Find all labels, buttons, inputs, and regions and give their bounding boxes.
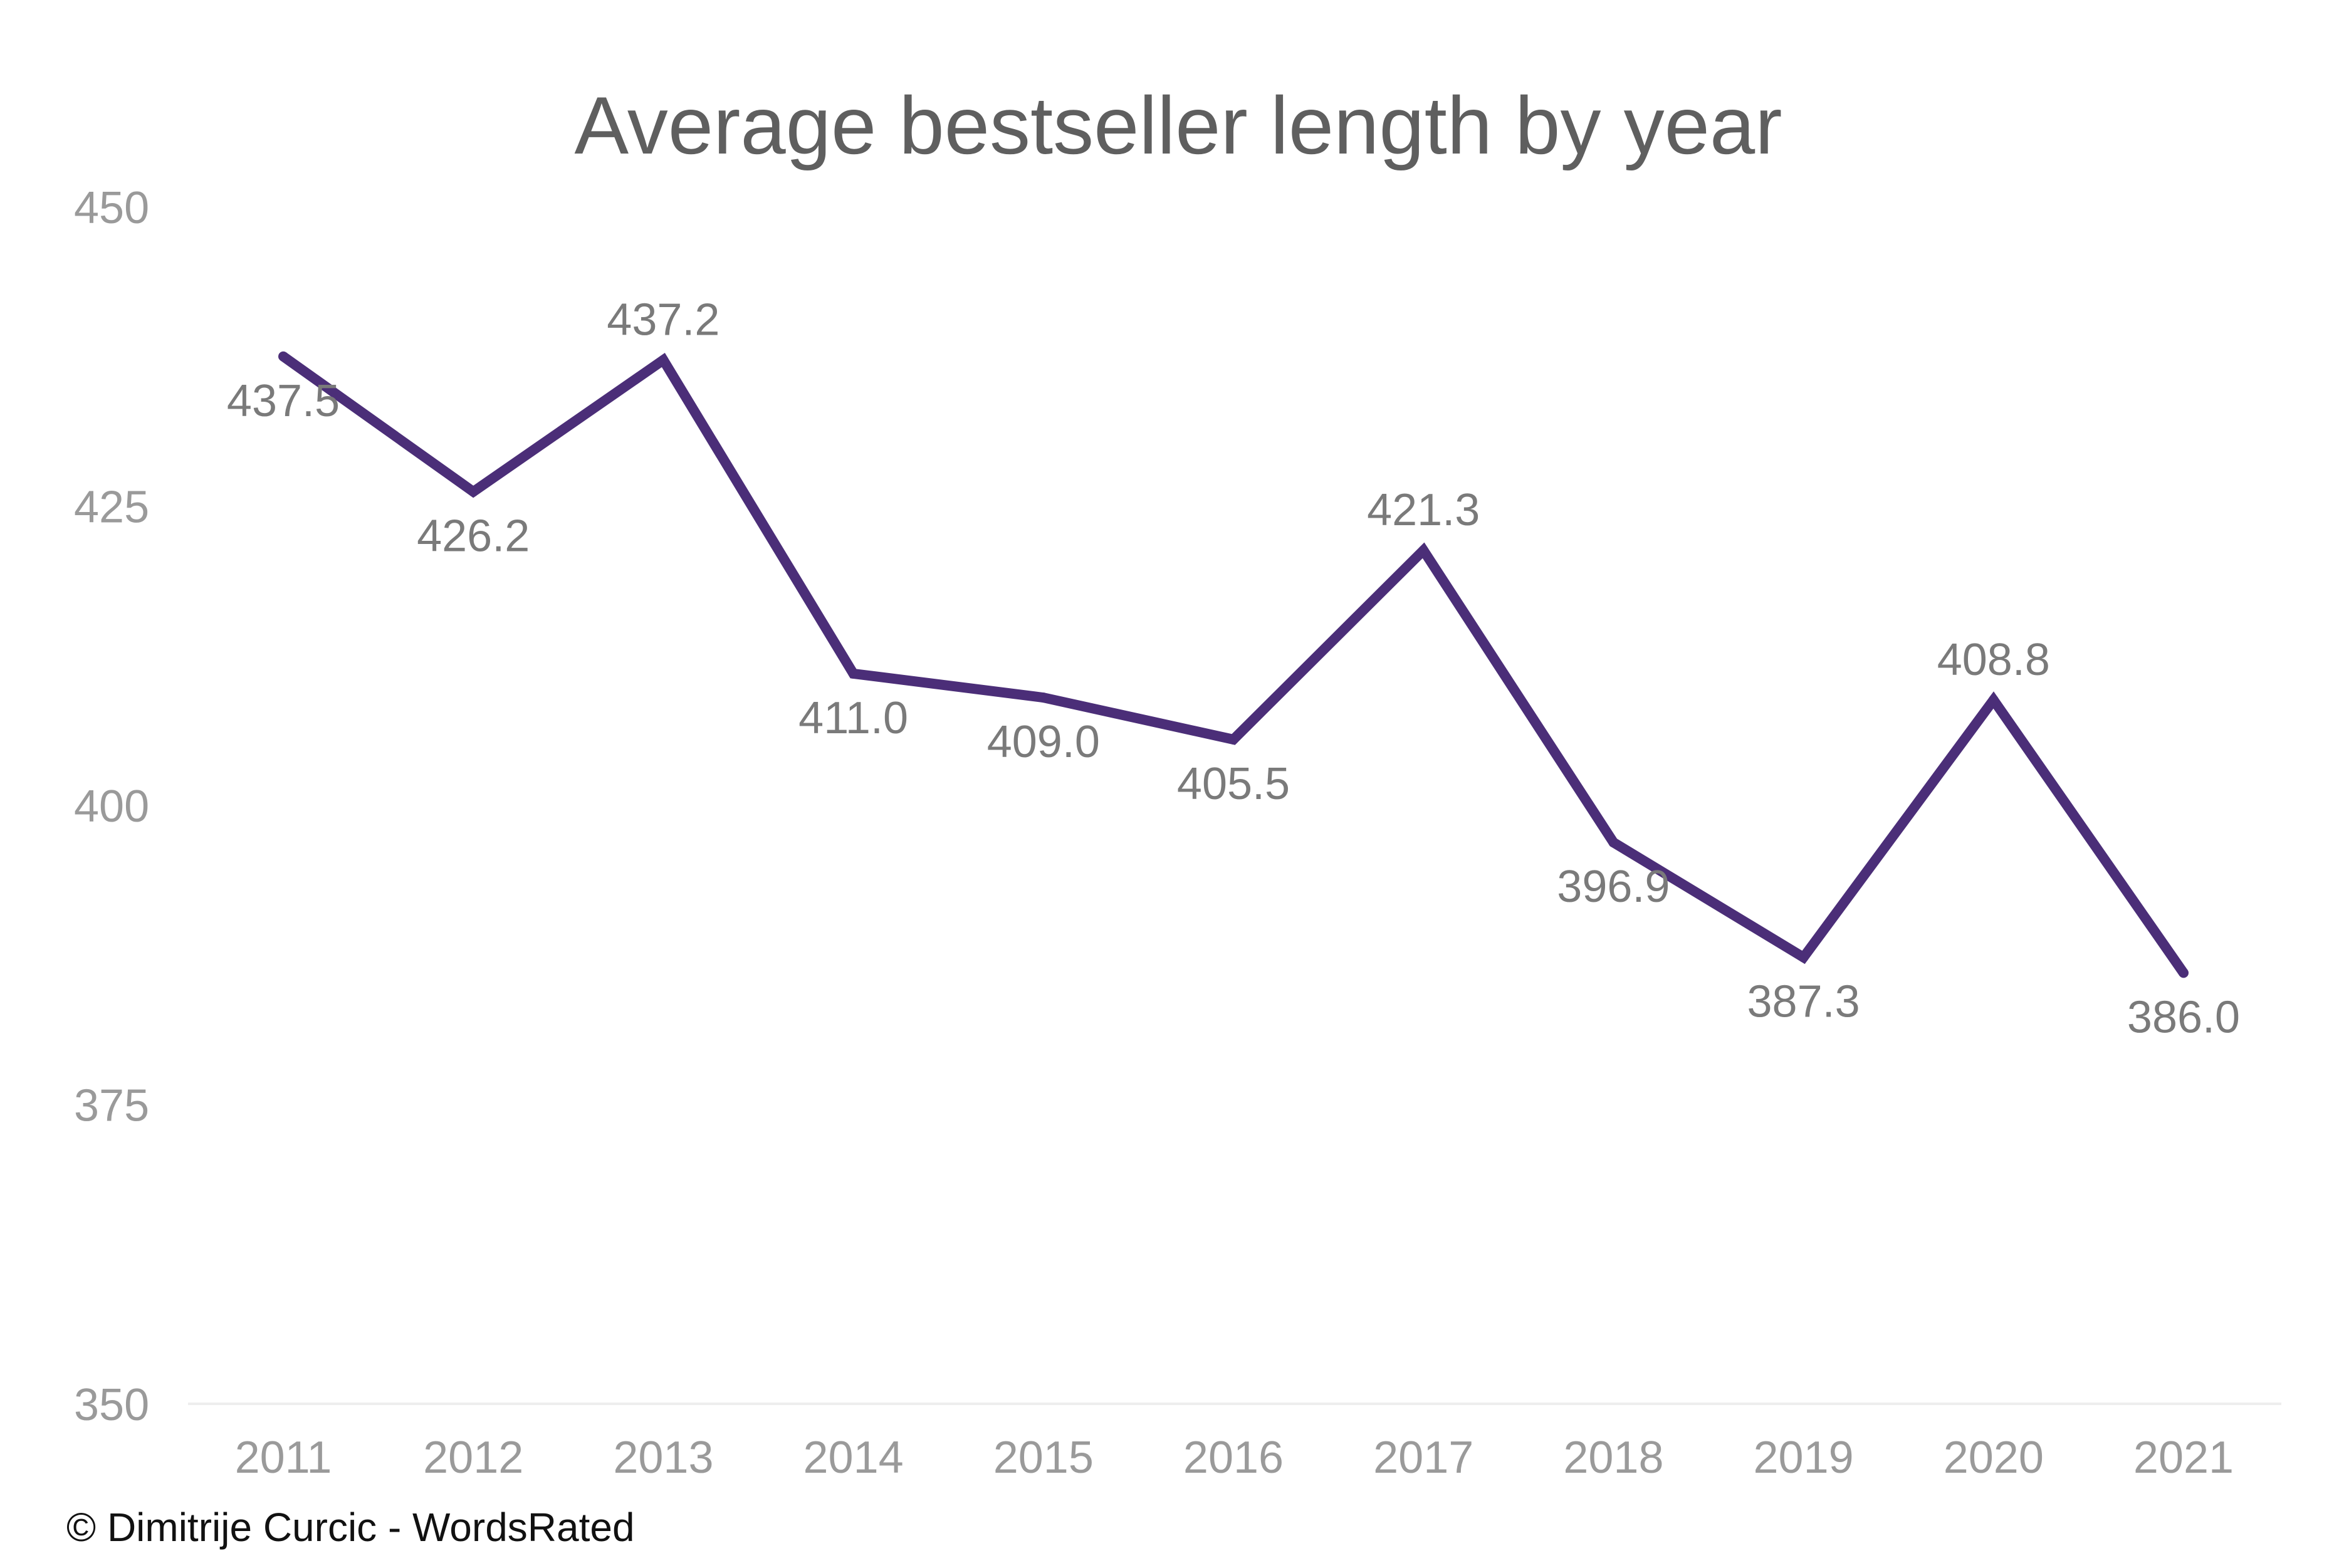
x-tick-label: 2020 (1944, 1433, 2044, 1483)
x-tick-label: 2015 (993, 1433, 1094, 1483)
chart-title: Average bestseller length by year (574, 80, 1782, 171)
data-point (1418, 545, 1429, 556)
y-tick-label: 450 (74, 183, 149, 233)
data-label: 437.5 (227, 376, 340, 426)
data-label: 386.0 (2127, 992, 2240, 1042)
y-tick-label: 375 (74, 1081, 149, 1131)
data-point (658, 355, 669, 365)
series-layer (278, 351, 2189, 978)
data-label: 387.3 (1747, 977, 1860, 1027)
data-label: 396.9 (1557, 862, 1670, 912)
data-point (278, 351, 288, 362)
data-label: 405.5 (1177, 759, 1290, 809)
data-point (1038, 693, 1049, 703)
y-axis: 350 375 400 425 450 (74, 183, 149, 1430)
data-label: 408.8 (1937, 635, 2050, 685)
data-label-layer: 437.5 426.2 437.2 411.0 409.0 405.5 421.3 396.9… (227, 295, 2240, 1042)
data-label: 409.0 (987, 717, 1100, 767)
series-line (280, 352, 2188, 976)
y-tick-label: 425 (74, 483, 149, 533)
data-label: 437.2 (607, 295, 719, 345)
x-tick-label: 2018 (1563, 1433, 1663, 1483)
x-tick-label: 2019 (1754, 1433, 1854, 1483)
x-tick-label: 2014 (803, 1433, 904, 1483)
x-tick-label: 2016 (1183, 1433, 1284, 1483)
y-tick-label: 400 (74, 781, 149, 832)
data-point (1798, 952, 1809, 963)
copyright-note: © Dimitrije Curcic - WordsRated (66, 1505, 635, 1550)
data-label: 421.3 (1367, 485, 1480, 535)
x-tick-label: 2017 (1373, 1433, 1473, 1483)
x-tick-label: 2021 (2133, 1433, 2234, 1483)
data-point (468, 486, 479, 497)
data-label: 411.0 (798, 693, 908, 743)
y-tick-label: 350 (74, 1380, 149, 1430)
data-point (1988, 694, 1999, 705)
data-point (848, 668, 859, 679)
data-point (1608, 837, 1619, 848)
x-tick-label: 2012 (423, 1433, 523, 1483)
data-point (1228, 734, 1238, 745)
data-point (2179, 968, 2189, 978)
x-tick-label: 2011 (235, 1433, 332, 1483)
x-tick-label: 2013 (613, 1433, 713, 1483)
data-label: 426.2 (417, 511, 530, 562)
x-axis: 2011 2012 2013 2014 2015 2016 2017 2018 2019 2020… (188, 1403, 2281, 1483)
